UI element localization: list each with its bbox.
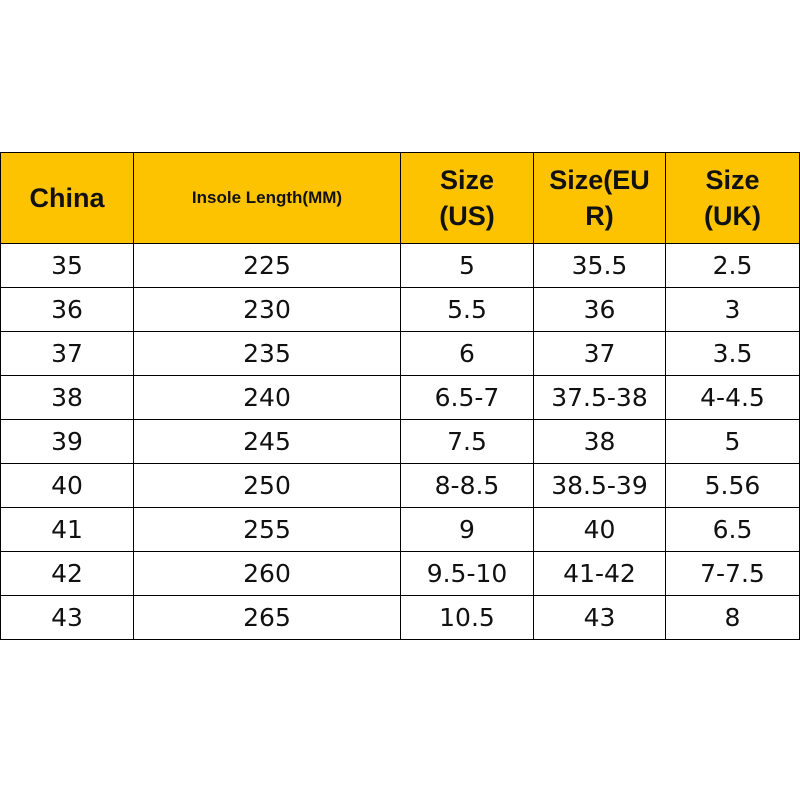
table-cell: 3 <box>665 287 800 332</box>
table-cell: 37 <box>533 331 666 376</box>
size-table: China Insole Length(MM) Size (US) Size(EU R) S… <box>0 152 800 640</box>
table-cell: 39 <box>0 419 134 464</box>
table-cell: 230 <box>133 287 401 332</box>
table-cell: 37.5-38 <box>533 375 666 420</box>
table-cell: 7.5 <box>400 419 534 464</box>
table-cell: 42 <box>0 551 134 596</box>
table-row: 40 250 8-8.5 38.5-39 5.56 <box>0 463 800 508</box>
table-cell: 2.5 <box>665 243 800 288</box>
table-cell: 4-4.5 <box>665 375 800 420</box>
table-cell: 235 <box>133 331 401 376</box>
table-cell: 260 <box>133 551 401 596</box>
header-text: China <box>29 183 105 213</box>
table-cell: 8 <box>665 595 800 640</box>
header-cell: Size(EU R) <box>533 152 666 244</box>
table-row: 36 230 5.5 36 3 <box>0 287 800 332</box>
table-row: 37 235 6 37 3.5 <box>0 331 800 376</box>
table-body: 35 225 5 35.5 2.5 36 230 5.5 36 3 37 235 6 37 3.5 38 240… <box>0 243 800 640</box>
table-cell: 3.5 <box>665 331 800 376</box>
header-text: Insole Length(MM) <box>191 188 343 207</box>
table-cell: 35.5 <box>533 243 666 288</box>
table-cell: 40 <box>533 507 666 552</box>
header-text: Size <box>705 165 760 195</box>
header-text: Size(EU <box>549 165 650 195</box>
header-cell: Size (UK) <box>665 152 800 244</box>
table-cell: 6.5-7 <box>400 375 534 420</box>
header-text: Size <box>439 165 495 195</box>
size-table-container: China Insole Length(MM) Size (US) Size(EU R) S… <box>0 152 800 640</box>
table-cell: 41 <box>0 507 134 552</box>
table-row: 41 255 9 40 6.5 <box>0 507 800 552</box>
table-cell: 40 <box>0 463 134 508</box>
table-cell: 38 <box>0 375 134 420</box>
table-cell: 43 <box>0 595 134 640</box>
table-cell: 8-8.5 <box>400 463 534 508</box>
table-cell: 6.5 <box>665 507 800 552</box>
table-cell: 7-7.5 <box>665 551 800 596</box>
table-cell: 35 <box>0 243 134 288</box>
table-cell: 36 <box>0 287 134 332</box>
table-cell: 5 <box>400 243 534 288</box>
table-cell: 5.56 <box>665 463 800 508</box>
table-cell: 245 <box>133 419 401 464</box>
header-text: R) <box>585 201 614 231</box>
table-cell: 37 <box>0 331 134 376</box>
table-cell: 250 <box>133 463 401 508</box>
table-cell: 38 <box>533 419 666 464</box>
table-row: 42 260 9.5-10 41-42 7-7.5 <box>0 551 800 596</box>
table-cell: 225 <box>133 243 401 288</box>
table-cell: 36 <box>533 287 666 332</box>
header-text: (UK) <box>704 201 761 231</box>
table-row: 39 245 7.5 38 5 <box>0 419 800 464</box>
table-cell: 10.5 <box>400 595 534 640</box>
header-cell: Size (US) <box>400 152 534 244</box>
table-cell: 240 <box>133 375 401 420</box>
header-cell: China <box>0 152 134 244</box>
table-row: 35 225 5 35.5 2.5 <box>0 243 800 288</box>
table-cell: 43 <box>533 595 666 640</box>
header-row: China Insole Length(MM) Size (US) Size(EU R) S… <box>0 152 800 244</box>
table-cell: 5.5 <box>400 287 534 332</box>
table-cell: 9 <box>400 507 534 552</box>
table-cell: 6 <box>400 331 534 376</box>
header-cell: Insole Length(MM) <box>133 152 401 244</box>
table-cell: 5 <box>665 419 800 464</box>
table-cell: 38.5-39 <box>533 463 666 508</box>
table-cell: 265 <box>133 595 401 640</box>
table-cell: 9.5-10 <box>400 551 534 596</box>
header-text: (US) <box>439 201 495 231</box>
table-cell: 41-42 <box>533 551 666 596</box>
table-cell: 255 <box>133 507 401 552</box>
table-row: 38 240 6.5-7 37.5-38 4-4.5 <box>0 375 800 420</box>
table-row: 43 265 10.5 43 8 <box>0 595 800 640</box>
